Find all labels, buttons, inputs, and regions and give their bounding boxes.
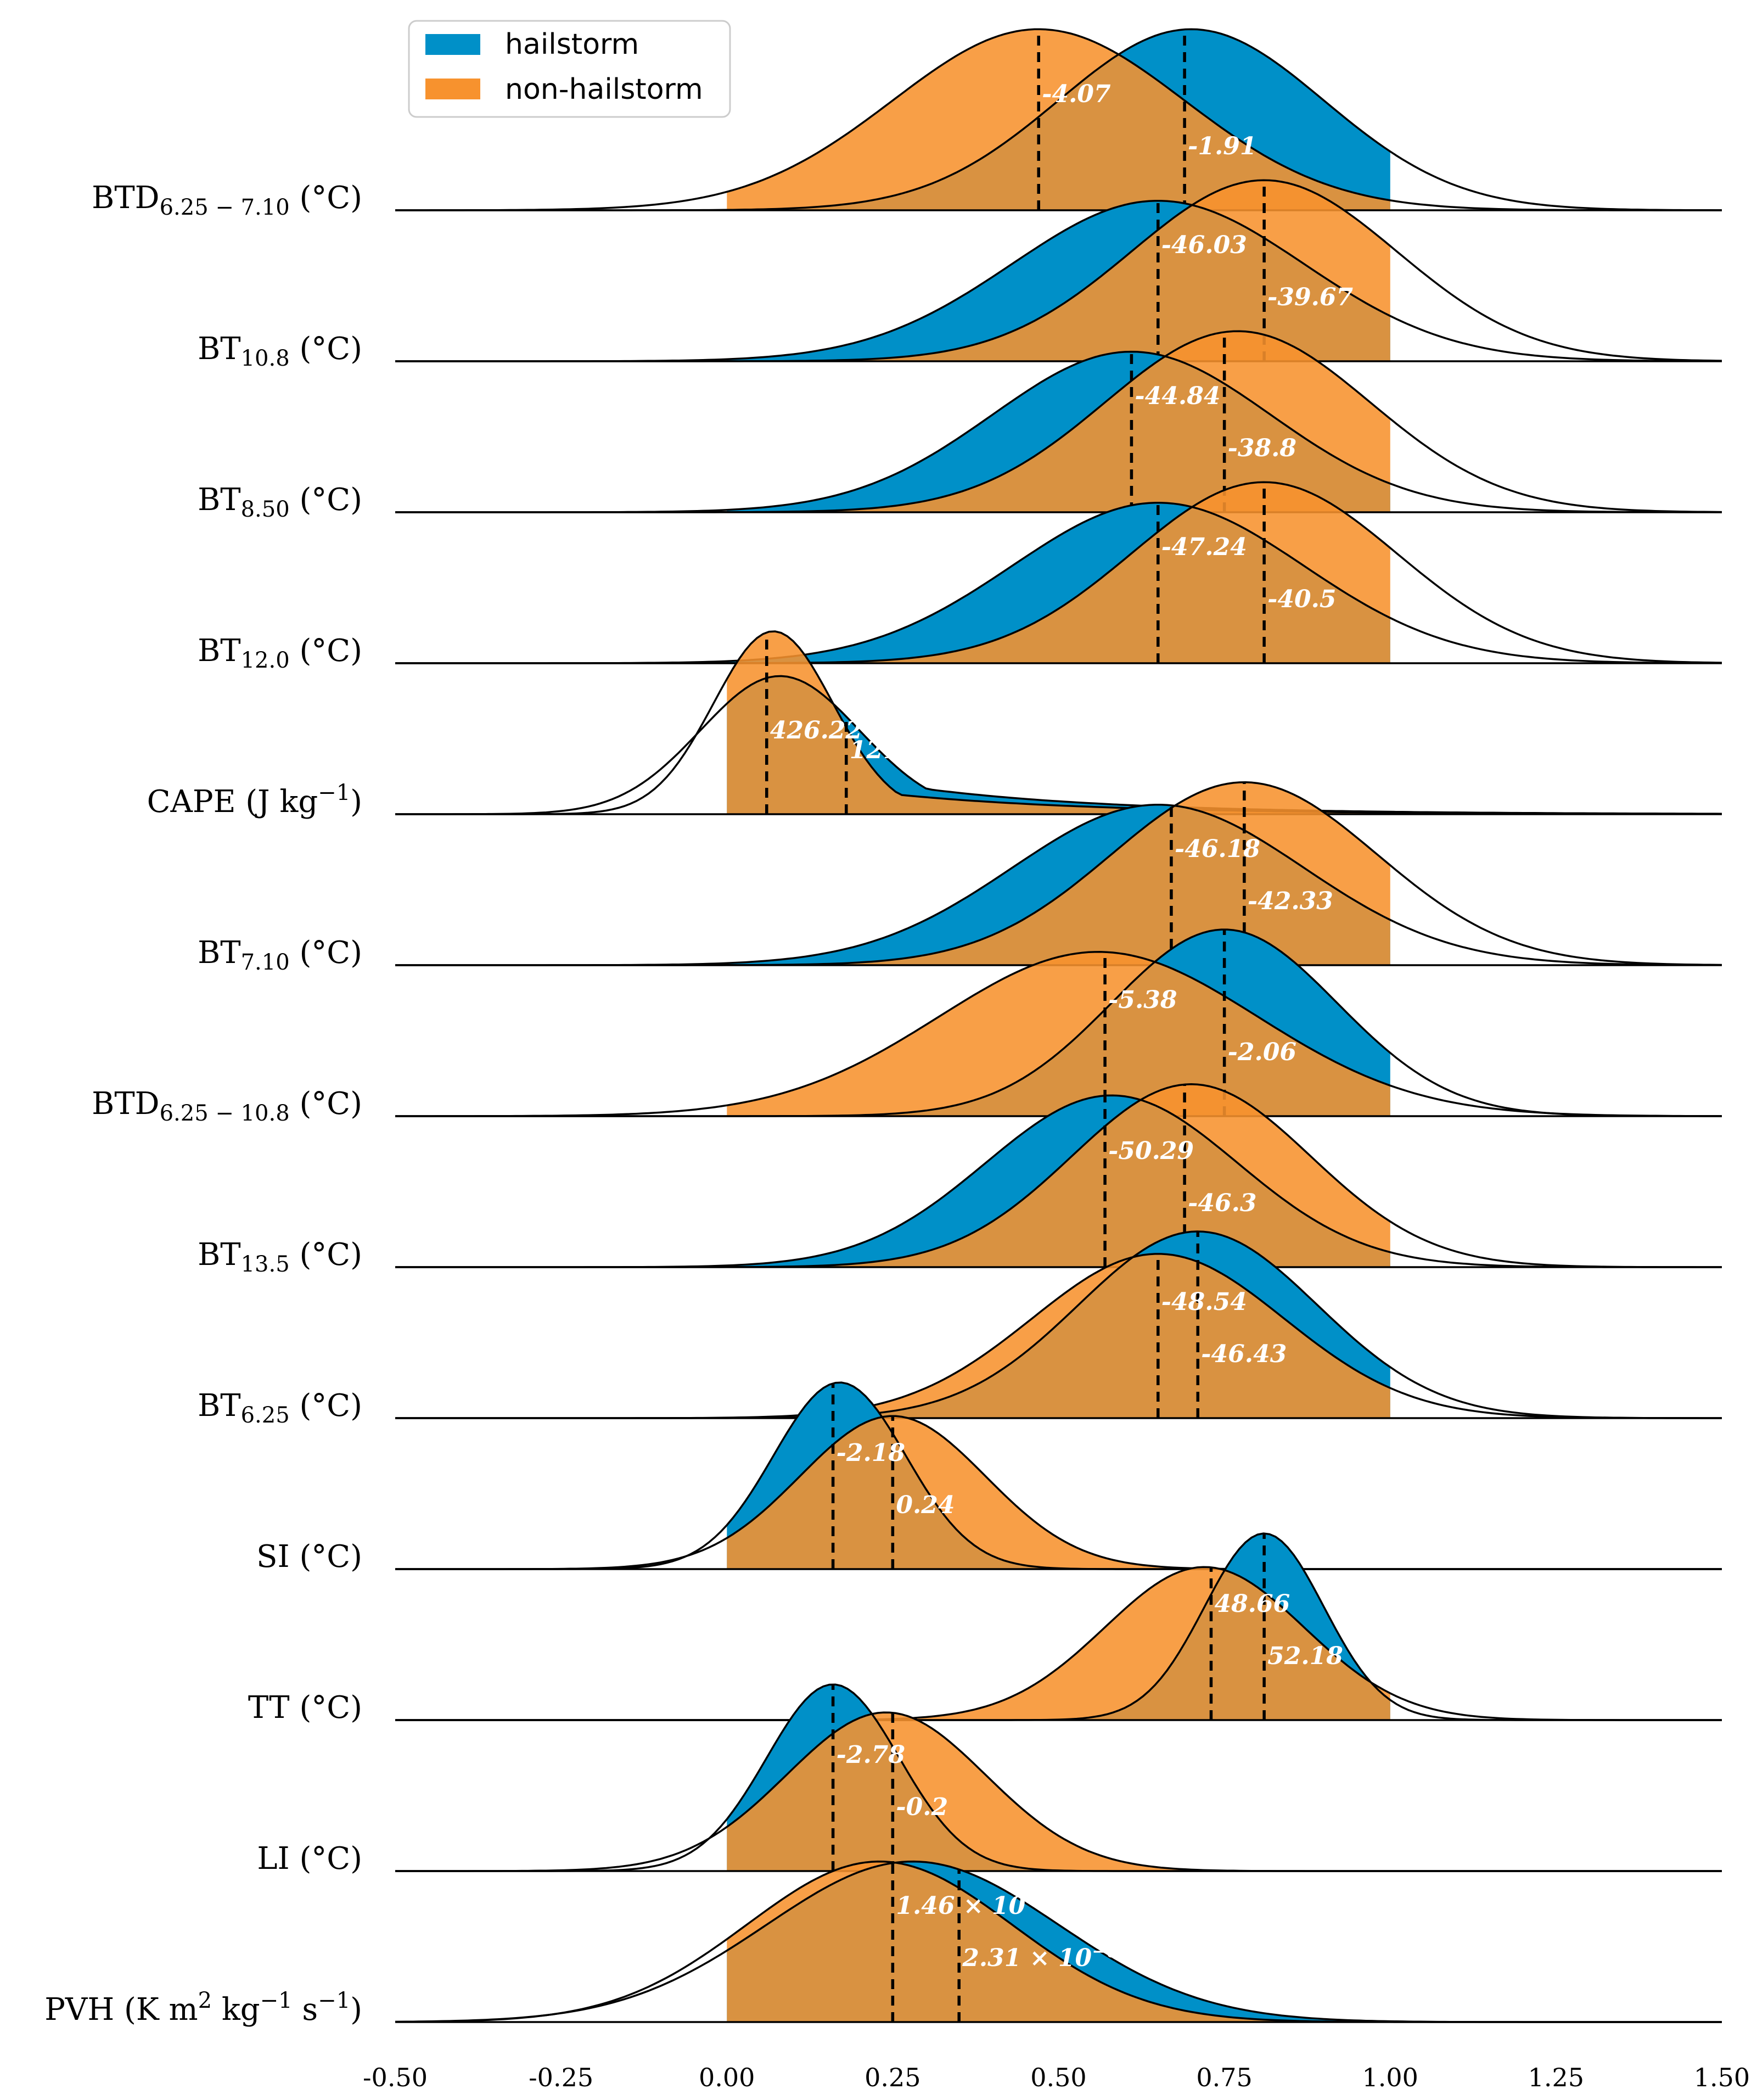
- area-non-hailstorm: [727, 631, 1390, 814]
- value-label-hailstorm: -50.29: [1108, 1137, 1194, 1165]
- ridge-row: -47.24 -40.5: [395, 481, 1722, 664]
- value-label-hailstorm: -44.84: [1135, 382, 1220, 410]
- value-label-non-hailstorm: -46.3: [1188, 1189, 1256, 1217]
- value-label-hailstorm: -46.43: [1201, 1340, 1287, 1368]
- area-non-hailstorm: [727, 482, 1390, 663]
- ridge-row: -50.29 -46.3: [395, 1083, 1722, 1268]
- value-label-non-hailstorm: -42.33: [1248, 887, 1333, 915]
- y-axis-label: TT (°C): [248, 1690, 362, 1726]
- area-non-hailstorm: [727, 180, 1390, 361]
- curve-hailstorm: [395, 675, 1722, 815]
- value-label-non-hailstorm: -39.67: [1267, 283, 1353, 311]
- ridge-row: -2.06 -5.38: [395, 928, 1722, 1117]
- ridge-row: -1.91 -4.07: [395, 28, 1722, 211]
- value-label-hailstorm: -47.24: [1161, 533, 1247, 561]
- value-label-hailstorm: -46.03: [1161, 231, 1247, 259]
- value-label-non-hailstorm: 426.22: [770, 716, 862, 744]
- x-tick-label: 1.25: [1528, 2063, 1584, 2092]
- area-hailstorm: [727, 676, 1390, 814]
- legend-swatch-non-hailstorm: [425, 79, 480, 99]
- value-label-hailstorm: -2.18: [837, 1439, 905, 1467]
- value-label-hailstorm: 52.18: [1267, 1642, 1343, 1670]
- y-axis-label: BT7.10 (°C): [198, 935, 362, 975]
- ridges: -1.91-4.07-46.03-39.67-44.84-38.8-47.24-…: [395, 28, 1722, 2023]
- ridge-row: -46.03 -39.67: [395, 179, 1722, 362]
- ridge-row: -44.84 -38.8: [395, 330, 1722, 513]
- x-tick-label: 0.00: [699, 2063, 755, 2092]
- legend-swatch-hailstorm: [425, 34, 480, 55]
- value-label-non-hailstorm: -38.8: [1228, 434, 1296, 462]
- value-label-hailstorm: 1213.09: [850, 736, 959, 764]
- ridge-row: 2.31 × 10−6 1.46 × 10−6: [395, 1860, 1722, 2023]
- area-non-hailstorm: [727, 1567, 1390, 1720]
- y-axis-label: BT13.5 (°C): [198, 1237, 362, 1277]
- ridge-row: -46.43 -48.54: [395, 1230, 1722, 1419]
- ridge-row: -2.78 -0.2: [395, 1683, 1722, 1872]
- x-tick-label: -0.25: [529, 2063, 593, 2092]
- value-label-non-hailstorm: -0.2: [896, 1793, 948, 1821]
- x-tick-label: 1.00: [1362, 2063, 1418, 2092]
- value-label-hailstorm: -2.78: [837, 1741, 905, 1769]
- y-axis-label: LI (°C): [257, 1841, 362, 1877]
- y-axis-label: PVH (K m2 kg−1 s−1): [44, 1988, 362, 2028]
- value-label-non-hailstorm: -4.07: [1042, 80, 1111, 108]
- value-label-non-hailstorm: 48.66: [1214, 1590, 1290, 1618]
- ridge-row: -2.18 0.24: [395, 1381, 1722, 1570]
- curve-non-hailstorm: [395, 28, 1722, 211]
- value-label-non-hailstorm: -5.38: [1108, 986, 1177, 1014]
- y-axis-label: CAPE (J kg−1): [147, 780, 362, 820]
- y-labels: BTD6.25 − 7.10 (°C) BT10.8 (°C) BT8.50 (°C…: [44, 180, 362, 2028]
- area-non-hailstorm: [727, 29, 1390, 210]
- x-tick-label: 0.50: [1030, 2063, 1086, 2092]
- value-label-non-hailstorm: -48.54: [1161, 1288, 1247, 1316]
- y-axis-label: SI (°C): [256, 1539, 362, 1575]
- value-label-hailstorm: -2.06: [1228, 1038, 1296, 1066]
- area-non-hailstorm: [727, 1253, 1390, 1418]
- y-axis-label: BT12.0 (°C): [198, 633, 362, 673]
- value-label-non-hailstorm: 0.24: [896, 1491, 955, 1519]
- y-axis-label: BTD6.25 − 7.10 (°C): [92, 180, 362, 220]
- legend-frame: [408, 20, 731, 118]
- x-tick-label: 0.25: [865, 2063, 920, 2092]
- y-axis-label: BT6.25 (°C): [198, 1388, 362, 1428]
- area-non-hailstorm: [727, 782, 1390, 965]
- value-label-non-hailstorm: -40.5: [1267, 585, 1336, 613]
- y-axis-label: BT10.8 (°C): [198, 331, 362, 371]
- curve-non-hailstorm: [395, 951, 1722, 1117]
- ridge-row: -46.18 -42.33: [395, 781, 1722, 966]
- x-axis: -0.50 -0.25 0.00 0.25 0.50 0.75 1.00 1.25 1.50: [363, 2063, 1750, 2092]
- value-label-non-hailstorm: 1.46 × 10−6: [896, 1889, 1052, 1920]
- x-tick-label: 0.75: [1196, 2063, 1252, 2092]
- legend: hailstorm non-hailstorm: [408, 20, 731, 118]
- legend-label-hailstorm: hailstorm: [505, 28, 639, 61]
- value-label-hailstorm: -1.91: [1188, 132, 1256, 160]
- value-label-hailstorm: 2.31 × 10−6: [962, 1941, 1119, 1972]
- legend-label-non-hailstorm: non-hailstorm: [505, 73, 703, 106]
- x-tick-label: 1.50: [1694, 2063, 1750, 2092]
- y-axis-label: BT8.50 (°C): [198, 482, 362, 522]
- ridge-row: 52.18 48.66: [395, 1532, 1722, 1721]
- value-label-hailstorm: -46.18: [1175, 835, 1260, 863]
- y-axis-label: BTD6.25 − 10.8 (°C): [92, 1086, 362, 1126]
- x-tick-label: -0.50: [363, 2063, 428, 2092]
- area-non-hailstorm: [727, 1084, 1390, 1267]
